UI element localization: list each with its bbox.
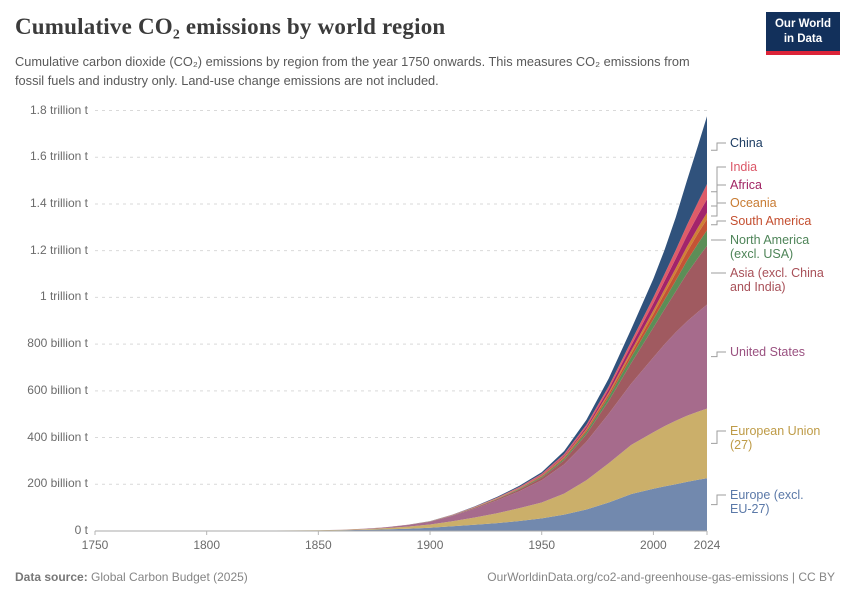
x-axis-tick-label: 1900 [416, 538, 444, 552]
area-eu27[interactable] [95, 408, 707, 531]
y-axis-tick-label: 400 billion t [27, 429, 88, 444]
legend-item-asia-excl-china-india[interactable]: Asia (excl. China and India) [730, 266, 824, 295]
legend-connector [711, 184, 726, 207]
chart-subtitle: Cumulative carbon dioxide (CO₂) emission… [15, 54, 690, 89]
y-axis-tick-label: 1 trillion t [39, 289, 88, 304]
area-united-states[interactable] [95, 304, 707, 531]
y-axis-tick-label: 600 billion t [27, 382, 88, 397]
owid-logo-line2: in Data [783, 32, 823, 45]
legend-item-europe-excl-eu27[interactable]: Europe (excl. EU-27) [730, 488, 804, 517]
legend-item-india[interactable]: India [730, 160, 758, 174]
legend-item-eu27[interactable]: European Union (27) [730, 424, 821, 453]
legend-connector [711, 494, 726, 506]
y-axis-tick-label: 1.4 trillion t [29, 195, 88, 210]
legend-item-china[interactable]: China [730, 136, 763, 150]
page-title: Cumulative CO₂ emissions by world region [15, 14, 446, 39]
legend-item-united-states[interactable]: United States [730, 345, 806, 359]
x-axis-tick-label: 1850 [304, 538, 332, 552]
y-axis-tick-label: 1.2 trillion t [29, 242, 88, 257]
legend-connector [711, 142, 726, 151]
x-axis-tick-label: 2000 [640, 538, 667, 552]
legend-item-africa[interactable]: Africa [730, 178, 762, 192]
legend-connector [711, 220, 726, 226]
y-axis-tick-label: 1.8 trillion t [29, 102, 88, 117]
y-axis-tick-label: 800 billion t [27, 336, 88, 351]
x-axis-tick-label: 1800 [193, 538, 221, 552]
y-axis-tick-label: 200 billion t [27, 476, 88, 491]
legend-item-south-america[interactable]: South America [730, 214, 812, 228]
y-axis-tick-label: 0 t [74, 523, 88, 537]
x-axis-tick-label: 2024 [693, 538, 721, 552]
data-source-note: Data source: Global Carbon Budget (2025) [15, 570, 248, 584]
y-axis-tick-label: 1.6 trillion t [29, 149, 88, 164]
legend-connector [711, 351, 726, 358]
legend-item-oceania[interactable]: Oceania [730, 196, 777, 210]
owid-logo[interactable]: Our World in Data [765, 12, 840, 55]
owid-logo-line1: Our World [774, 18, 831, 30]
legend-item-north-america-excl-usa[interactable]: North America (excl. USA) [730, 233, 810, 262]
owid-link[interactable]: OurWorldinData.org/co2-and-greenhouse-ga… [487, 570, 835, 584]
x-axis-tick-label: 1950 [528, 538, 556, 552]
legend-connector [711, 202, 726, 217]
x-axis-tick-label: 1750 [81, 538, 109, 552]
legend-connector [711, 430, 726, 444]
data-source-text: Global Carbon Budget (2025) [87, 570, 248, 584]
legend-connector [711, 166, 726, 193]
area-europe-excl-eu27[interactable] [95, 478, 707, 531]
data-source-label: Data source: [15, 570, 88, 584]
